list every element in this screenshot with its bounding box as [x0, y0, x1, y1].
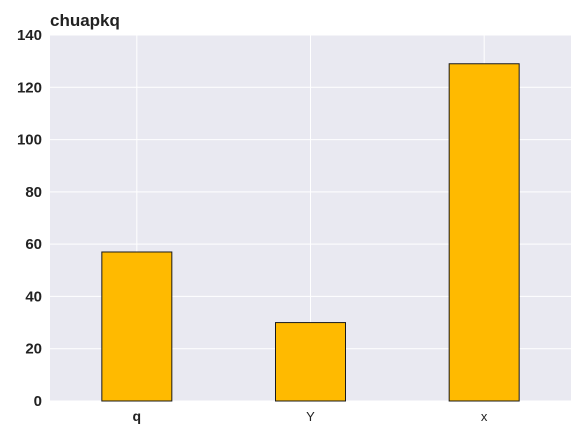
bars [101, 63, 520, 402]
x-tick-label: Y [306, 409, 315, 424]
y-tick-label: 20 [25, 341, 42, 358]
bar-q [101, 251, 173, 402]
y-tick-label: 120 [17, 79, 42, 96]
x-tick-label: x [481, 409, 488, 424]
y-tick-label: 80 [25, 184, 42, 201]
y-tick-label: 140 [17, 27, 42, 44]
bar-Y [275, 322, 346, 402]
y-axis-ticks: 0 20 40 60 80 100 120 140 [17, 27, 42, 410]
y-tick-label: 100 [17, 132, 42, 149]
y-tick-label: 40 [25, 288, 42, 305]
bar-x [448, 63, 520, 402]
x-tick-label: q [133, 408, 142, 424]
y-tick-label: 60 [25, 236, 42, 253]
chart-title: chuapkq [50, 11, 120, 30]
y-tick-label: 0 [34, 393, 42, 410]
